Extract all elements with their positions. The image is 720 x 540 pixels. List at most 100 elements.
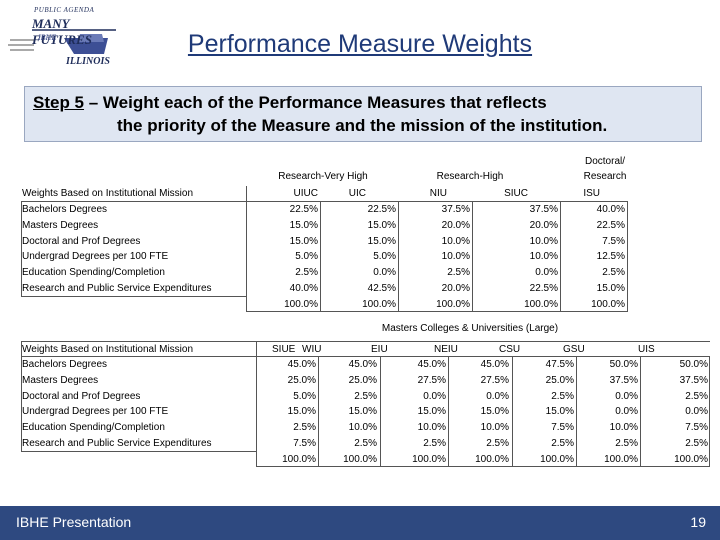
total-value: 100.0% xyxy=(524,298,558,310)
weight-value: 2.5% xyxy=(354,438,377,449)
group-header-masters: Masters Colleges & Universities (Large) xyxy=(381,323,559,334)
table2-divider xyxy=(256,341,257,467)
inst-header-uic: UIC xyxy=(348,188,366,199)
inst-header-csu: CSU xyxy=(499,344,521,355)
weight-value: 10.0% xyxy=(441,251,470,263)
weight-value: 10.0% xyxy=(529,235,558,247)
weight-value: 5.0% xyxy=(373,251,396,263)
weight-value: 25.0% xyxy=(545,374,574,386)
table2-col-line xyxy=(709,356,710,467)
footer-text: IBHE Presentation xyxy=(16,514,132,530)
logo-graphic-icon xyxy=(8,29,116,54)
weight-value: 15.0% xyxy=(596,283,625,294)
table2-col-line xyxy=(318,356,319,467)
table2-label-bottom-rule xyxy=(21,451,257,452)
table2-bottom-rule xyxy=(256,466,710,467)
table1-divider xyxy=(246,186,247,312)
weight-value: 15.0% xyxy=(480,406,509,418)
page-number: 19 xyxy=(690,514,706,530)
weight-value: 15.0% xyxy=(289,235,318,247)
weight-value: 37.5% xyxy=(679,374,708,386)
step-text-1: – Weight each of the Performance Measure… xyxy=(84,93,547,112)
row-label: Bachelors Degrees xyxy=(22,359,108,370)
total-value: 100.0% xyxy=(540,453,574,465)
weight-value: 15.0% xyxy=(367,219,396,231)
inst-header-wiu: WIU xyxy=(302,344,322,355)
weight-value: 20.0% xyxy=(441,283,470,294)
group-header-research: Research xyxy=(583,171,627,182)
weight-value: 45.0% xyxy=(287,359,316,370)
table2-left-border xyxy=(21,341,22,452)
total-value: 100.0% xyxy=(343,453,377,465)
weight-value: 10.0% xyxy=(441,235,470,247)
row-label: Doctoral and Prof Degrees xyxy=(22,235,141,247)
step-line-2: the priority of the Measure and the miss… xyxy=(117,116,608,135)
weight-value: 22.5% xyxy=(529,283,558,294)
weight-value: 7.5% xyxy=(551,422,574,434)
weight-value: 47.5% xyxy=(545,359,574,370)
row-label: Doctoral and Prof Degrees xyxy=(22,390,141,402)
weight-value: 22.5% xyxy=(596,219,625,231)
weight-value: 25.0% xyxy=(348,374,377,386)
inst-header-siue: SIUE xyxy=(272,344,296,355)
footer-bar: IBHE Presentation 19 xyxy=(0,506,720,540)
row-label: Research and Public Service Expenditures xyxy=(22,438,212,449)
weight-value: 0.0% xyxy=(615,406,638,418)
table1-header-rule xyxy=(21,201,627,202)
weight-value: 2.5% xyxy=(295,267,318,279)
weight-value: 5.0% xyxy=(295,251,318,263)
weight-value: 20.0% xyxy=(529,219,558,231)
weight-value: 0.0% xyxy=(373,267,396,279)
logo-text-many-futures: MANY FUTURES xyxy=(32,16,92,47)
weight-value: 10.0% xyxy=(480,422,509,434)
weight-value: 15.0% xyxy=(287,406,316,418)
weight-value: 12.5% xyxy=(596,251,625,263)
total-value: 100.0% xyxy=(604,453,638,465)
weight-value: 45.0% xyxy=(417,359,446,370)
weight-value: 42.5% xyxy=(367,283,396,294)
weight-value: 2.5% xyxy=(354,390,377,402)
row-label: Masters Degrees xyxy=(22,374,99,386)
weight-value: 37.5% xyxy=(609,374,638,386)
table2-top-rule xyxy=(21,341,710,342)
weight-value: 10.0% xyxy=(348,422,377,434)
weight-value: 0.0% xyxy=(423,390,446,402)
inst-header-eiu: EIU xyxy=(371,344,388,355)
weight-value: 0.0% xyxy=(685,406,708,418)
row-label: Undergrad Degrees per 100 FTE xyxy=(22,251,169,263)
weight-value: 10.0% xyxy=(529,251,558,263)
total-value: 100.0% xyxy=(282,453,316,465)
step-label: Step 5 xyxy=(33,93,85,112)
table1-col-line xyxy=(320,201,321,312)
table1-col-line xyxy=(560,201,561,312)
weight-value: 40.0% xyxy=(289,283,318,294)
weight-value: 37.5% xyxy=(529,204,558,215)
ibhe-logo: PUBLIC AGENDA MANY FUTURES IBHE ILLINOIS xyxy=(4,4,122,70)
table2-col-line xyxy=(448,356,449,467)
weight-value: 15.0% xyxy=(348,406,377,418)
weight-value: 40.0% xyxy=(596,204,625,215)
weight-value: 2.5% xyxy=(447,267,470,279)
row-label: Education Spending/Completion xyxy=(22,422,165,434)
page-title-text: Performance Measure Weights xyxy=(187,30,533,58)
table2-col-line xyxy=(576,356,577,467)
weight-value: 2.5% xyxy=(685,390,708,402)
table2-col-line xyxy=(640,356,641,467)
table2-col-line xyxy=(512,356,513,467)
weight-value: 5.0% xyxy=(293,390,316,402)
total-value: 100.0% xyxy=(475,453,509,465)
weight-value: 2.5% xyxy=(615,438,638,449)
weight-value: 27.5% xyxy=(480,374,509,386)
weight-value: 45.0% xyxy=(480,359,509,370)
weight-value: 2.5% xyxy=(551,438,574,449)
table2-header-rule xyxy=(21,356,710,357)
total-value: 100.0% xyxy=(674,453,708,465)
row-label: Undergrad Degrees per 100 FTE xyxy=(22,406,169,418)
table1-col-line xyxy=(472,201,473,312)
table1-right-border xyxy=(627,201,628,312)
table1-label-bottom-rule xyxy=(21,296,247,297)
inst-header-isu: ISU xyxy=(583,188,600,199)
total-value: 100.0% xyxy=(284,298,318,310)
